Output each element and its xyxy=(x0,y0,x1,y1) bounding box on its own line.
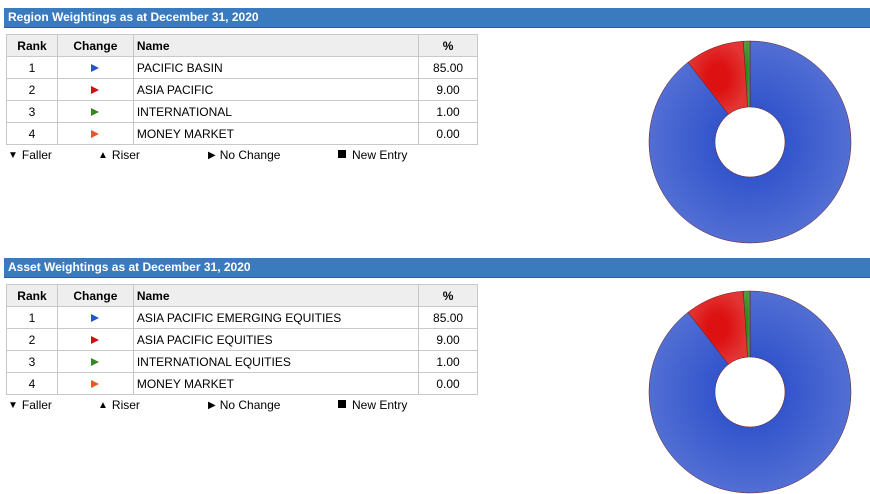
legend-no-change-label: No Change xyxy=(219,398,281,412)
right-triangle-icon: ▶ xyxy=(208,400,216,411)
percent-cell: 85.00 xyxy=(418,56,478,79)
legend-no-change: ▶ No Change xyxy=(208,148,280,162)
column-header-change: Change xyxy=(56,34,134,57)
change-cell xyxy=(56,328,134,351)
down-triangle-icon: ▼ xyxy=(8,150,18,161)
no-change-arrow-icon xyxy=(91,108,100,117)
table-row: 4 MONEY MARKET 0.00 xyxy=(6,122,478,145)
name-cell: PACIFIC BASIN xyxy=(132,56,420,79)
table-header-row: Rank Change Name % xyxy=(6,284,478,307)
change-cell xyxy=(56,78,134,101)
name-cell: MONEY MARKET xyxy=(132,372,420,395)
table-row: 3 INTERNATIONAL EQUITIES 1.00 xyxy=(6,350,478,373)
rank-cell: 2 xyxy=(6,78,58,101)
legend-new-entry-label: New Entry xyxy=(352,398,408,412)
name-cell: ASIA PACIFIC EMERGING EQUITIES xyxy=(132,306,420,329)
table-row: 2 ASIA PACIFIC 9.00 xyxy=(6,78,478,101)
legend-no-change-label: No Change xyxy=(219,148,281,162)
change-cell xyxy=(56,306,134,329)
legend-riser: ▲ Riser xyxy=(98,398,140,412)
change-legend: ▼ Faller ▲ Riser ▶ No Change New Entry xyxy=(8,148,478,164)
no-change-arrow-icon xyxy=(91,336,100,345)
legend-riser: ▲ Riser xyxy=(98,148,140,162)
column-header-rank: Rank xyxy=(6,284,58,307)
no-change-arrow-icon xyxy=(91,64,100,73)
table-row: 2 ASIA PACIFIC EQUITIES 9.00 xyxy=(6,328,478,351)
legend-riser-label: Riser xyxy=(111,148,140,162)
rank-cell: 1 xyxy=(6,56,58,79)
table-header-row: Rank Change Name % xyxy=(6,34,478,57)
rank-cell: 3 xyxy=(6,100,58,123)
legend-no-change: ▶ No Change xyxy=(208,398,280,412)
percent-cell: 9.00 xyxy=(418,78,478,101)
change-cell xyxy=(56,100,134,123)
no-change-arrow-icon xyxy=(91,86,100,95)
legend-faller-label: Faller xyxy=(21,398,52,412)
percent-cell: 1.00 xyxy=(418,100,478,123)
region-donut-chart xyxy=(648,40,852,244)
no-change-arrow-icon xyxy=(91,130,100,139)
column-header-name: Name xyxy=(132,284,420,307)
table-row: 1 PACIFIC BASIN 85.00 xyxy=(6,56,478,79)
table-row: 3 INTERNATIONAL 1.00 xyxy=(6,100,478,123)
column-header-rank: Rank xyxy=(6,34,58,57)
right-triangle-icon: ▶ xyxy=(208,150,216,161)
percent-cell: 1.00 xyxy=(418,350,478,373)
rank-cell: 1 xyxy=(6,306,58,329)
region-section-title: Region Weightings as at December 31, 202… xyxy=(4,8,870,28)
name-cell: INTERNATIONAL xyxy=(132,100,420,123)
down-triangle-icon: ▼ xyxy=(8,400,18,411)
column-header-name: Name xyxy=(132,34,420,57)
change-cell xyxy=(56,372,134,395)
rank-cell: 2 xyxy=(6,328,58,351)
rank-cell: 4 xyxy=(6,372,58,395)
name-cell: ASIA PACIFIC EQUITIES xyxy=(132,328,420,351)
asset-weightings-table: Rank Change Name % 1 ASIA PACIFIC EMERGI… xyxy=(6,284,478,395)
legend-riser-label: Riser xyxy=(111,398,140,412)
donut-slice-asia-pacific-emerging-equities xyxy=(648,290,852,494)
legend-faller-label: Faller xyxy=(21,148,52,162)
column-header-percent: % xyxy=(418,284,478,307)
change-cell xyxy=(56,56,134,79)
rank-cell: 3 xyxy=(6,350,58,373)
asset-section-title: Asset Weightings as at December 31, 2020 xyxy=(4,258,870,278)
percent-cell: 0.00 xyxy=(418,372,478,395)
up-triangle-icon: ▲ xyxy=(98,400,108,411)
square-icon xyxy=(338,150,346,158)
no-change-arrow-icon xyxy=(91,380,100,389)
name-cell: INTERNATIONAL EQUITIES xyxy=(132,350,420,373)
legend-new-entry-label: New Entry xyxy=(352,148,408,162)
up-triangle-icon: ▲ xyxy=(98,150,108,161)
percent-cell: 85.00 xyxy=(418,306,478,329)
asset-donut-chart xyxy=(648,290,852,494)
percent-cell: 9.00 xyxy=(418,328,478,351)
legend-faller: ▼ Faller xyxy=(8,148,52,162)
name-cell: ASIA PACIFIC xyxy=(132,78,420,101)
donut-slice-international xyxy=(743,40,751,108)
no-change-arrow-icon xyxy=(91,314,100,323)
legend-faller: ▼ Faller xyxy=(8,398,52,412)
donut-slice-pacific-basin xyxy=(648,40,852,244)
legend-new-entry: New Entry xyxy=(338,398,407,412)
percent-cell: 0.00 xyxy=(418,122,478,145)
square-icon xyxy=(338,400,346,408)
table-row: 1 ASIA PACIFIC EMERGING EQUITIES 85.00 xyxy=(6,306,478,329)
table-row: 4 MONEY MARKET 0.00 xyxy=(6,372,478,395)
no-change-arrow-icon xyxy=(91,358,100,367)
column-header-percent: % xyxy=(418,34,478,57)
donut-slice-international-equities xyxy=(743,290,751,358)
change-cell xyxy=(56,122,134,145)
rank-cell: 4 xyxy=(6,122,58,145)
column-header-change: Change xyxy=(56,284,134,307)
change-legend: ▼ Faller ▲ Riser ▶ No Change New Entry xyxy=(8,398,478,414)
legend-new-entry: New Entry xyxy=(338,148,407,162)
name-cell: MONEY MARKET xyxy=(132,122,420,145)
change-cell xyxy=(56,350,134,373)
region-weightings-table: Rank Change Name % 1 PACIFIC BASIN 85.00… xyxy=(6,34,478,145)
